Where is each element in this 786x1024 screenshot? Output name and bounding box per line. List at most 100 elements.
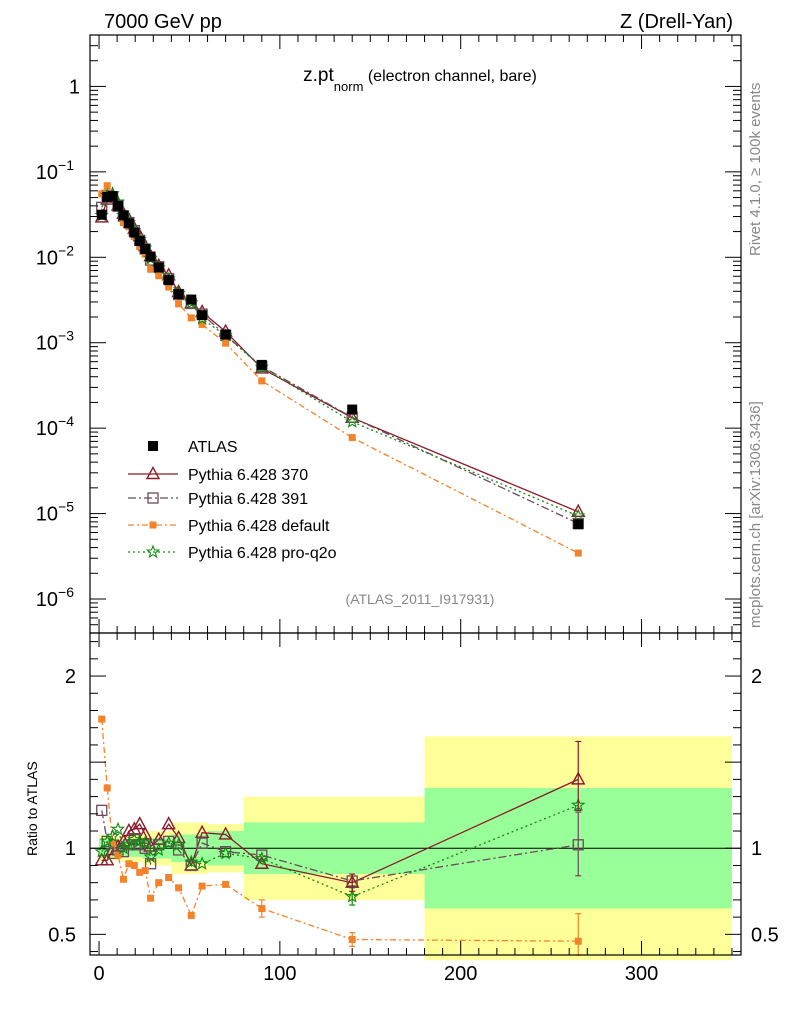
main-point-default-15 [222, 339, 230, 347]
plot-title-suffix: (electron channel, bare) [363, 68, 536, 85]
ratio-point-default-6 [130, 861, 138, 869]
legend-marker-q2o [145, 544, 161, 559]
main-point-default-14 [198, 320, 206, 328]
main-point-atlas-8 [140, 244, 151, 255]
main-point-default-11 [165, 283, 173, 291]
ratio-point-default-15 [222, 880, 230, 888]
ratio-point-q2o-12 [171, 837, 186, 851]
main-point-atlas-7 [134, 236, 145, 247]
legend-label-p391: Pythia 6.428 391 [188, 491, 308, 508]
ratio-point-q2o-16 [254, 851, 269, 865]
legend-marker-atlas [148, 441, 158, 451]
ratio-point-p391-0 [96, 804, 108, 817]
main-point-p370-18 [571, 503, 586, 517]
ratio-point-default-3 [114, 851, 122, 859]
ratio-point-q2o-15 [218, 845, 233, 860]
ratio-point-q2o-0 [94, 844, 109, 858]
ratio-ytick-label-left-2: 2 [65, 666, 76, 688]
x-tick-label-2: 200 [444, 963, 477, 985]
header-right: Z (Drell-Yan) [620, 11, 733, 33]
main-frame [89, 34, 742, 634]
ratio-point-q2o-4 [116, 840, 131, 855]
main-point-atlas-17 [347, 404, 358, 415]
main-point-q2o-17 [345, 414, 360, 428]
main-ytick-label-1: 10−5 [36, 499, 74, 526]
ratio-point-default-2 [109, 839, 117, 847]
ratio-point-q2o-10 [151, 842, 166, 856]
main-ytick-label-3: 10−3 [36, 328, 74, 355]
ratio-point-p370-11 [161, 816, 176, 830]
legend-label-atlas: ATLAS [188, 439, 238, 456]
main-ytick-label-2: 10−4 [36, 413, 74, 440]
main-point-default-18 [574, 549, 582, 557]
x-tick-label-0: 0 [93, 963, 104, 985]
ratio-point-default-4 [119, 875, 127, 883]
main-ytick-label-5: 10−1 [36, 157, 74, 184]
ratio-point-default-1 [103, 784, 111, 792]
main-point-atlas-0 [96, 209, 107, 220]
mcplots-label: mcplots.cern.ch [arXiv:1306.3436] [747, 401, 764, 628]
ratio-point-q2o-14 [194, 856, 210, 870]
ratio-point-p370-15 [218, 826, 233, 840]
legend-marker-p391 [147, 492, 159, 504]
main-point-default-4 [119, 219, 127, 227]
legend-label-p370: Pythia 6.428 370 [188, 467, 308, 484]
header-left: 7000 GeV pp [104, 11, 222, 33]
ratio-ytick-label-left-0: 0.5 [48, 924, 76, 946]
ratio-ylabel: Ratio to ATLAS [24, 761, 40, 856]
main-ytick-label-0: 10−6 [36, 584, 74, 611]
ratio-point-default-9 [147, 894, 155, 902]
ratio-point-p370-7 [132, 816, 147, 830]
main-ytick-label-4: 10−2 [36, 242, 74, 269]
ratio-point-p391-13 [185, 859, 197, 872]
ratio-point-p391-8 [139, 842, 151, 854]
ratio-frame [89, 632, 742, 956]
main-point-atlas-11 [163, 275, 174, 286]
ratio-point-q2o-2 [105, 828, 120, 843]
main-point-atlas-2 [107, 191, 118, 202]
x-tick-label-1: 100 [263, 963, 296, 985]
ratio-point-p391-9 [144, 858, 157, 870]
ratio-point-default-10 [155, 879, 163, 887]
main-point-default-17 [348, 434, 356, 442]
ratio-point-default-12 [175, 884, 183, 892]
main-point-atlas-16 [256, 359, 267, 370]
analysis-id: (ATLAS_2011_I917931) [346, 591, 495, 607]
main-point-atlas-9 [145, 251, 156, 262]
main-point-atlas-12 [173, 289, 184, 300]
ratio-point-q2o-3 [110, 821, 126, 836]
main-line-p370 [101, 195, 579, 513]
rivet-label: Rivet 4.1.0, ≥ 100k events [747, 83, 764, 256]
main-point-atlas-4 [118, 210, 129, 221]
main-point-atlas-10 [153, 262, 164, 273]
main-point-atlas-6 [129, 227, 140, 238]
main-point-atlas-14 [197, 310, 208, 321]
ratio-point-q2o-8 [137, 835, 153, 850]
ratio-point-p391-14 [196, 837, 208, 849]
legend-label-q2o: Pythia 6.428 pro-q2o [188, 545, 337, 562]
legend-label-default: Pythia 6.428 default [188, 518, 330, 535]
main-point-atlas-18 [573, 519, 584, 530]
legend: ATLAS Pythia 6.428 370 Pythia 6.428 391 Pyt… [128, 439, 337, 562]
ratio-ytick-label-right-1: 1 [751, 838, 762, 860]
main-line-default [101, 184, 579, 554]
ratio-point-p370-1 [99, 852, 115, 866]
ratio-point-default-14 [198, 882, 206, 890]
ratio-point-q2o-13 [184, 854, 199, 869]
ratio-point-p391-16 [256, 849, 268, 861]
main-point-default-1 [103, 182, 111, 190]
main-point-default-16 [258, 377, 266, 385]
plot-title: z.ptnorm (electron channel, bare) [303, 65, 537, 94]
main-point-default-12 [175, 300, 183, 308]
legend-marker-p370 [145, 466, 161, 480]
main-point-atlas-5 [123, 218, 134, 229]
ratio-point-p370-12 [171, 829, 186, 844]
main-ytick-label-6: 1 [69, 76, 80, 98]
ratio-point-default-8 [141, 867, 149, 875]
ratio-point-default-11 [165, 874, 173, 882]
main-point-default-8 [141, 250, 149, 258]
legend-marker-default [149, 521, 157, 529]
main-point-default-13 [187, 314, 195, 322]
ratio-point-default-5 [125, 860, 133, 868]
